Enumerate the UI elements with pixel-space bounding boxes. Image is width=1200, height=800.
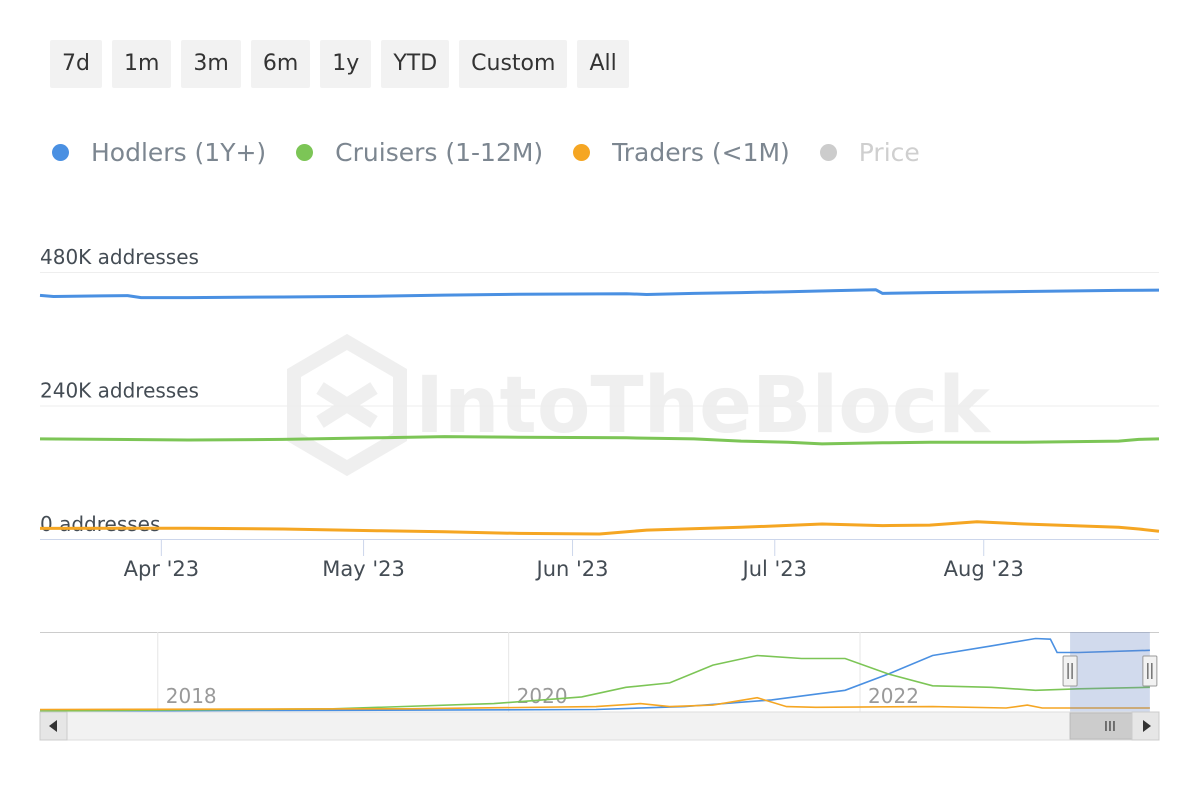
- legend-dot-icon: [573, 143, 591, 161]
- x-tick-label: Apr '23: [124, 557, 200, 581]
- range-6m-button[interactable]: 6m: [250, 40, 311, 88]
- legend-dot-icon: [52, 143, 69, 161]
- legend-item-hodlers[interactable]: Hodlers (1Y+): [52, 138, 266, 167]
- range-1m-button[interactable]: 1m: [111, 40, 172, 88]
- navigator-series: [39, 637, 1150, 712]
- y-tick-label: 240K addresses: [40, 379, 199, 403]
- legend-label: Price: [858, 137, 920, 167]
- scrollbar-right-button[interactable]: [1131, 711, 1160, 741]
- range-3m-button[interactable]: 3m: [181, 40, 241, 88]
- legend-label: Traders (<1M): [612, 137, 790, 167]
- x-tick-label: Aug '23: [944, 557, 1024, 581]
- x-axis: Apr '23 May '23 Jun '23 Jul '23 Aug '23: [40, 539, 1159, 581]
- handle-grip[interactable]: [1142, 655, 1158, 687]
- navigator-background: [40, 632, 1159, 712]
- navigator-selection[interactable]: [1070, 632, 1150, 712]
- scrollbar-left-arrow[interactable]: [39, 711, 68, 741]
- chart-series: [39, 288, 1160, 536]
- scrollbar-track[interactable]: [39, 711, 1160, 741]
- handle-grip[interactable]: [1062, 655, 1078, 687]
- navigator-tick-label: 2022: [868, 684, 919, 708]
- navigator-left-handle[interactable]: [1062, 655, 1078, 687]
- y-tick-label: 0 addresses: [40, 512, 160, 536]
- caret-left-icon: [49, 720, 57, 732]
- legend-item-traders[interactable]: Traders (<1M): [573, 138, 790, 167]
- navigator-grid: 2018 2020 2022: [157, 632, 919, 712]
- scrollbar[interactable]: [39, 711, 1160, 741]
- legend-label: Cruisers (1-12M): [335, 137, 544, 167]
- range-custom-button[interactable]: Custom: [459, 40, 568, 88]
- chart-grid: [40, 272, 1159, 407]
- series-line-hodlers[interactable]: [39, 288, 1160, 300]
- series-line-cruisers[interactable]: [39, 435, 1160, 446]
- legend-dot-icon: [296, 143, 314, 161]
- scrollbar-right-arrow[interactable]: [1131, 711, 1160, 741]
- caret-right-icon: [1143, 720, 1151, 732]
- legend-label: Hodlers (1Y+): [91, 137, 267, 167]
- x-tick-label: May '23: [322, 557, 405, 581]
- range-1y-button[interactable]: 1y: [320, 40, 372, 88]
- y-axis: 0 addresses 240K addresses 480K addresses: [40, 245, 199, 536]
- legend-dot-icon: [819, 143, 837, 161]
- x-tick-label: Jun '23: [535, 557, 609, 581]
- navigator-line-hodlers: [39, 637, 1150, 712]
- range-ytd-button[interactable]: YTD: [381, 40, 450, 88]
- y-tick-label: 480K addresses: [40, 245, 199, 269]
- series-line-traders[interactable]: [39, 520, 1160, 536]
- legend-item-cruisers[interactable]: Cruisers (1-12M): [296, 138, 543, 167]
- navigator-tick-label: 2020: [517, 684, 568, 708]
- navigator-tick-label: 2018: [166, 684, 217, 708]
- navigator-line-traders: [39, 696, 1150, 711]
- navigator: 2018 2020 2022: [39, 632, 1159, 712]
- watermark-logo-icon: [287, 333, 407, 477]
- navigator-right-handle[interactable]: [1142, 655, 1158, 687]
- watermark: IntoTheBlock: [287, 333, 992, 477]
- range-selector: 7d 1m 3m 6m 1y YTD Custom All: [50, 40, 629, 88]
- navigator-line-cruisers: [39, 654, 1150, 712]
- legend-item-price[interactable]: Price: [819, 137, 920, 167]
- range-7d-button[interactable]: 7d: [50, 40, 102, 88]
- chart-legend: Hodlers (1Y+) Cruisers (1-12M) Traders (…: [52, 132, 920, 172]
- x-tick-label: Jul '23: [741, 557, 808, 581]
- range-all-button[interactable]: All: [577, 40, 629, 88]
